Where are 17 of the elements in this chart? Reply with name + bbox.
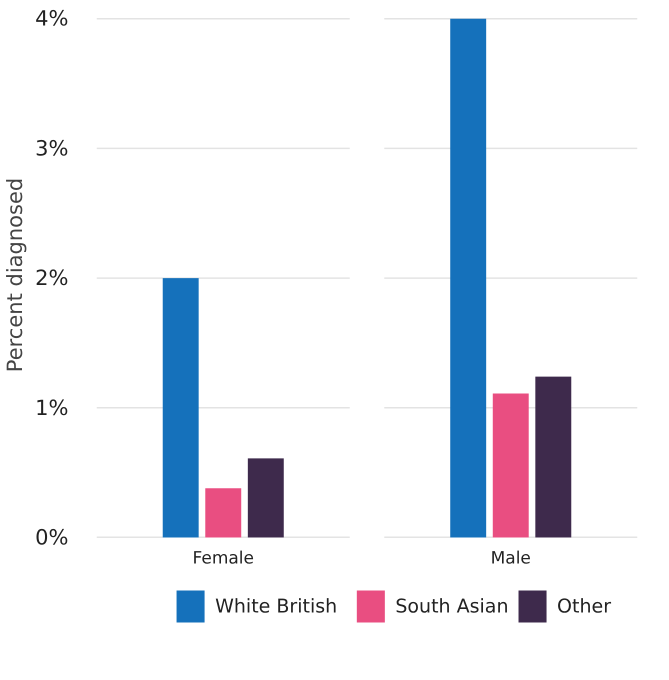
y-axis-title: Percent diagnosed — [3, 178, 28, 372]
bar — [162, 278, 199, 538]
y-tick-label: 1% — [35, 396, 69, 420]
legend-label: White British — [215, 596, 338, 618]
x-tick-label: Female — [192, 548, 254, 568]
y-tick-label: 2% — [35, 266, 69, 290]
bar — [205, 488, 242, 538]
y-tick-label: 4% — [35, 6, 69, 31]
y-tick-label: 3% — [35, 136, 69, 160]
bar — [535, 376, 572, 538]
bar — [248, 458, 284, 538]
x-tick-label: Male — [490, 548, 531, 568]
legend-label: Other — [557, 596, 612, 618]
legend-label: South Asian — [395, 596, 508, 618]
bar — [450, 18, 486, 538]
y-tick-label: 0% — [35, 526, 69, 550]
bar — [492, 394, 529, 538]
